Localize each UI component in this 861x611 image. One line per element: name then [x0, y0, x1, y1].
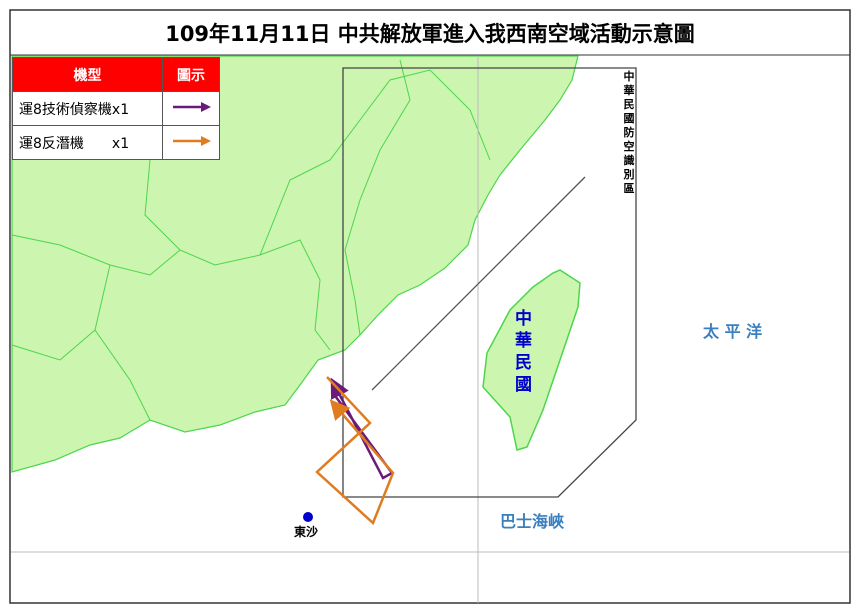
province-borders: [11, 59, 491, 421]
legend-label: 運8技術偵察機x1: [12, 91, 163, 126]
adiz-boundary: [342, 67, 637, 498]
adiz-label: 中華民國防空識別區: [623, 70, 635, 195]
legend-label: 運8反潛機 x1: [12, 125, 163, 160]
orange-arrow-icon: [173, 135, 211, 146]
dongsha-marker: [303, 512, 313, 522]
y8-recon-track: [330, 377, 394, 480]
taiwan-island: [482, 269, 581, 451]
pacific-label: 太 平 洋: [703, 322, 763, 341]
legend-header-icon: 圖示: [162, 57, 220, 92]
page-title: 109年11月11日 中共解放軍進入我西南空域活動示意圖: [165, 22, 695, 46]
dongsha-label: 東沙: [294, 525, 319, 539]
taiwan-label: 中華民國: [515, 309, 532, 395]
legend-header-type: 機型: [12, 57, 163, 92]
purple-arrow-icon: [173, 101, 211, 112]
y8-asw-track: [315, 376, 395, 526]
legend: 機型 圖示 運8技術偵察機x1 運8反潛機 x1: [12, 57, 220, 160]
bashi-channel-label: 巴士海峽: [500, 512, 565, 531]
median-line: [371, 176, 586, 391]
mainland-china: [11, 55, 579, 473]
